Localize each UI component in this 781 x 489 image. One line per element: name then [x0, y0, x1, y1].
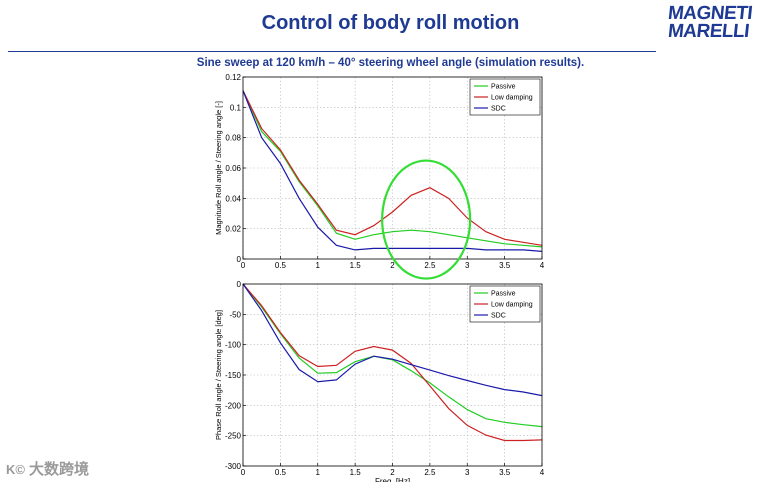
chart2-ytick-label: -100 [225, 341, 242, 350]
chart2-xtick-label: 0 [241, 468, 246, 477]
chart1-ytick-label: 0.1 [230, 103, 242, 112]
chart2-ylabel: Phase Roll angle / Steering angle [deg] [214, 310, 223, 440]
chart2-series-low-damping [242, 283, 543, 442]
chart1-xtick-label: 0.5 [275, 261, 287, 270]
chart2-xtick-label: 2.5 [424, 468, 436, 477]
slide-title: Control of body roll motion [261, 12, 520, 34]
chart1-legend-label: Passive [491, 84, 516, 91]
chart1-ytick-label: 0.04 [225, 194, 241, 203]
chart1-ylabel: Magnitude Roll angle / Steering angle [-… [214, 101, 223, 235]
chart2-legend-label: Low damping [491, 302, 533, 309]
logo-line-2: MARELLI [666, 21, 751, 42]
chart1-xtick-label: 3 [465, 261, 470, 270]
slide-subtitle: Sine sweep at 120 km/h – 40° steering wh… [196, 57, 585, 69]
watermark: K© 大数跨境 [6, 458, 89, 479]
chart2-series-sdc [242, 283, 543, 397]
chart1-xtick-label: 2.5 [424, 261, 436, 270]
chart2-ytick-label: -150 [225, 371, 242, 380]
brand-logo: MAGNETI MARELLI [666, 3, 774, 45]
chart1-series-passive [242, 90, 543, 248]
chart2-xtick-label: 3 [465, 468, 470, 477]
chart2-xtick-label: 1.5 [350, 468, 362, 477]
watermark-text: 大数跨境 [28, 461, 89, 478]
chart1-highlight-ellipse [381, 159, 472, 280]
chart2-xtick-label: 3.5 [499, 468, 511, 477]
chart1-xtick-label: 4 [540, 261, 545, 270]
chart2-xtick-label: 2 [390, 468, 395, 477]
chart1-ytick-label: 0.12 [225, 73, 241, 82]
chart2-ytick-label: -250 [225, 432, 242, 441]
chart2-xtick-label: 0.5 [275, 468, 287, 477]
chart1-xtick-label: 2 [390, 261, 395, 270]
chart1-xtick-label: 1.5 [350, 261, 362, 270]
chart2-legend-label: Passive [491, 291, 516, 298]
chart1-xtick-label: 3.5 [499, 261, 511, 270]
chart1-series-low-damping [242, 90, 543, 246]
chart2-xtick-label: 4 [540, 468, 545, 477]
chart1-ytick-label: 0 [237, 255, 242, 264]
chart1-ytick-label: 0.02 [225, 225, 241, 234]
chart1-series-sdc [242, 90, 543, 252]
chart2-xlabel: Freq. [Hz] [375, 477, 410, 482]
chart2-xtick-label: 1 [316, 468, 321, 477]
chart2-ytick-label: -300 [225, 462, 242, 471]
chart1-xtick-label: 0 [241, 261, 246, 270]
title-divider [8, 51, 656, 52]
chart2-ytick-label: 0 [237, 280, 242, 289]
chart2-legend-label: SDC [491, 313, 506, 320]
chart1-legend-label: SDC [491, 106, 506, 113]
chart2-ytick-label: -200 [225, 401, 242, 410]
chart2-ytick-label: -50 [229, 310, 241, 319]
chart1-legend-label: Low damping [491, 95, 533, 102]
charts-figure: 0 0.5 1 1.5 2 2.5 3 3.5 4 0 0.02 0.04 0.06 0.08 0.1 0.1… [214, 73, 545, 482]
chart1-ytick-label: 0.08 [225, 134, 241, 143]
watermark-logo: K© [6, 462, 25, 477]
chart1-xtick-label: 1 [316, 261, 321, 270]
chart1-ytick-label: 0.06 [225, 164, 241, 173]
